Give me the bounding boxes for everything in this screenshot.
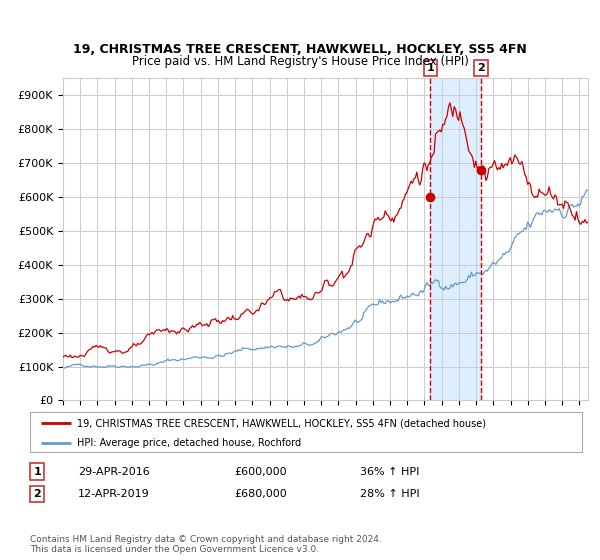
Text: £600,000: £600,000 <box>234 466 287 477</box>
Text: HPI: Average price, detached house, Rochford: HPI: Average price, detached house, Roch… <box>77 438 301 448</box>
Text: 12-APR-2019: 12-APR-2019 <box>78 489 150 499</box>
Text: 19, CHRISTMAS TREE CRESCENT, HAWKWELL, HOCKLEY, SS5 4FN: 19, CHRISTMAS TREE CRESCENT, HAWKWELL, H… <box>73 43 527 56</box>
Text: 29-APR-2016: 29-APR-2016 <box>78 466 150 477</box>
Text: 19, CHRISTMAS TREE CRESCENT, HAWKWELL, HOCKLEY, SS5 4FN (detached house): 19, CHRISTMAS TREE CRESCENT, HAWKWELL, H… <box>77 418 486 428</box>
Text: 2: 2 <box>477 63 485 73</box>
Text: Contains HM Land Registry data © Crown copyright and database right 2024.
This d: Contains HM Land Registry data © Crown c… <box>30 535 382 554</box>
Text: 28% ↑ HPI: 28% ↑ HPI <box>360 489 419 499</box>
Text: £680,000: £680,000 <box>234 489 287 499</box>
Text: 1: 1 <box>426 63 434 73</box>
Text: 36% ↑ HPI: 36% ↑ HPI <box>360 466 419 477</box>
Text: Price paid vs. HM Land Registry's House Price Index (HPI): Price paid vs. HM Land Registry's House … <box>131 55 469 68</box>
Text: 2: 2 <box>34 489 41 499</box>
Bar <box>430 78 481 400</box>
Text: 1: 1 <box>34 466 41 477</box>
